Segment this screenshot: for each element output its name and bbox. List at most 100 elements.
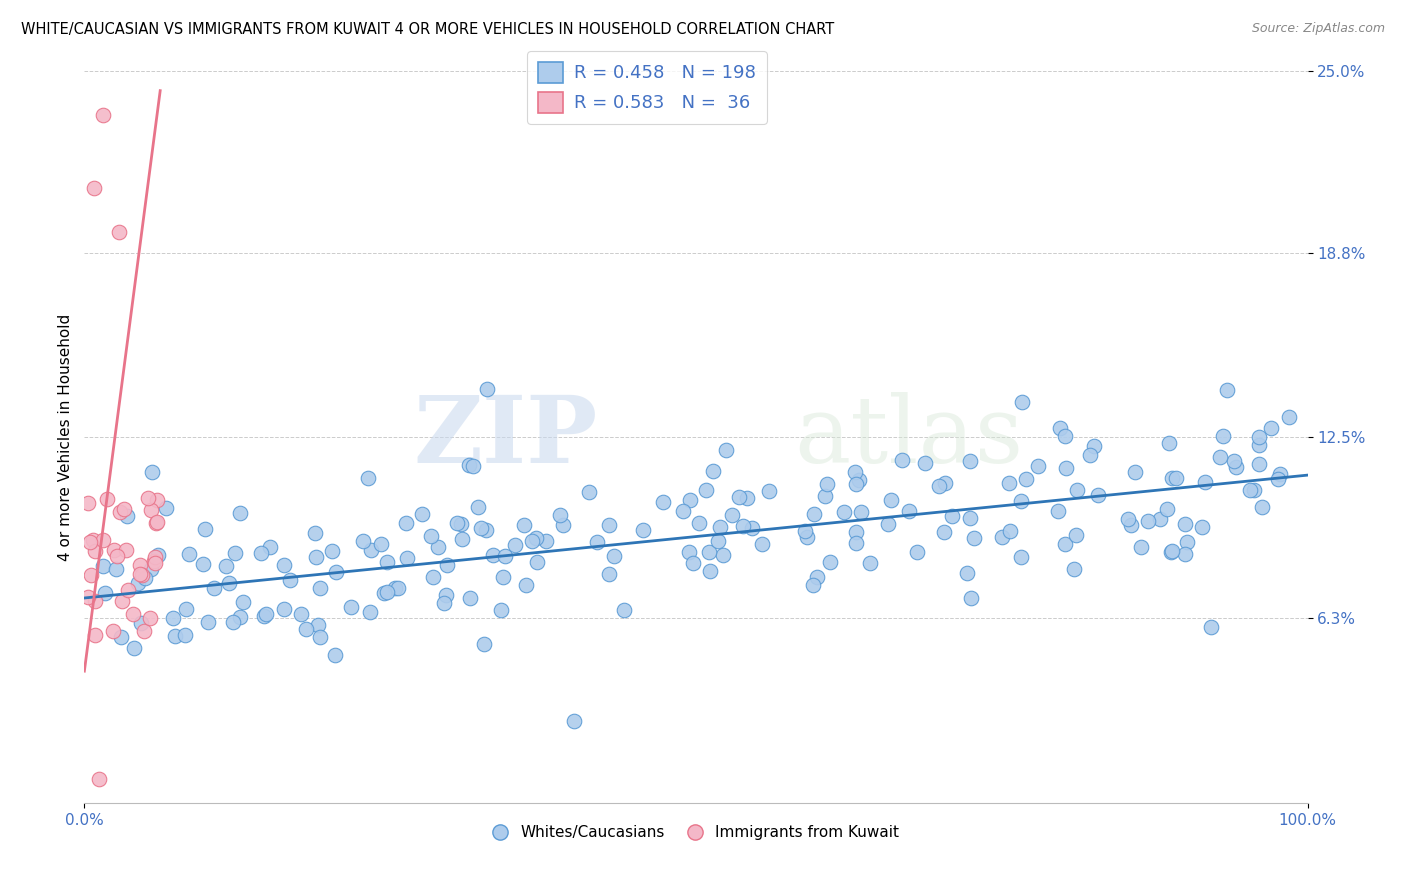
Point <box>1250 500 1272 514</box>
Point <box>1130 540 1153 554</box>
Point <box>891 452 914 467</box>
Point <box>103 542 125 557</box>
Point <box>112 501 135 516</box>
Point <box>818 555 841 569</box>
Point <box>194 522 217 536</box>
Y-axis label: 4 or more Vehicles in Household: 4 or more Vehicles in Household <box>58 313 73 561</box>
Point <box>290 607 312 621</box>
Point <box>1149 512 1171 526</box>
Point <box>131 568 153 582</box>
Point <box>1026 458 1049 473</box>
Point <box>1064 527 1087 541</box>
Point <box>117 583 139 598</box>
Point <box>134 571 156 585</box>
Point <box>105 562 128 576</box>
Point <box>699 564 721 578</box>
Point <box>83 181 105 195</box>
Text: Source: ZipAtlas.com: Source: ZipAtlas.com <box>1251 22 1385 36</box>
Point <box>224 546 246 560</box>
Point <box>229 610 252 624</box>
Point <box>613 603 636 617</box>
Point <box>941 508 963 523</box>
Point <box>720 508 742 522</box>
Point <box>357 470 380 484</box>
Point <box>141 465 163 479</box>
Point <box>229 506 252 520</box>
Point <box>253 608 276 623</box>
Point <box>197 615 219 629</box>
Point <box>107 225 129 239</box>
Point <box>127 576 149 591</box>
Point <box>250 546 273 560</box>
Point <box>1010 494 1032 508</box>
Point <box>1174 516 1197 531</box>
Point <box>803 508 825 522</box>
Point <box>340 600 363 615</box>
Point <box>162 611 184 625</box>
Point <box>1247 458 1270 472</box>
Point <box>633 523 655 537</box>
Point <box>905 544 928 558</box>
Point <box>806 569 828 583</box>
Point <box>82 533 104 547</box>
Point <box>325 565 347 579</box>
Point <box>522 533 544 548</box>
Point <box>221 615 243 630</box>
Point <box>524 531 547 545</box>
Point <box>880 493 903 508</box>
Point <box>1159 435 1181 450</box>
Point <box>1247 430 1270 444</box>
Point <box>80 568 103 582</box>
Point <box>751 537 773 551</box>
Point <box>76 496 98 510</box>
Point <box>115 543 138 558</box>
Point <box>450 533 472 547</box>
Point <box>1121 517 1143 532</box>
Text: WHITE/CAUCASIAN VS IMMIGRANTS FROM KUWAIT 4 OR MORE VEHICLES IN HOUSEHOLD CORREL: WHITE/CAUCASIAN VS IMMIGRANTS FROM KUWAI… <box>21 22 834 37</box>
Point <box>801 578 824 592</box>
Point <box>688 516 710 530</box>
Point <box>472 636 495 650</box>
Point <box>411 508 433 522</box>
Point <box>84 544 107 558</box>
Point <box>513 518 536 533</box>
Point <box>148 548 170 562</box>
Point <box>998 524 1021 538</box>
Point <box>1137 514 1160 528</box>
Point <box>932 525 955 540</box>
Point <box>1054 461 1077 475</box>
Point <box>963 532 986 546</box>
Point <box>309 630 332 644</box>
Point <box>897 504 920 518</box>
Point <box>91 559 114 574</box>
Point <box>562 714 585 728</box>
Text: ZIP: ZIP <box>413 392 598 482</box>
Point <box>294 622 316 636</box>
Point <box>1175 535 1198 549</box>
Point <box>1191 520 1213 534</box>
Point <box>859 556 882 570</box>
Point <box>121 607 143 622</box>
Point <box>278 573 301 587</box>
Point <box>1049 421 1071 435</box>
Point <box>728 490 751 504</box>
Point <box>115 509 138 524</box>
Point <box>1010 549 1032 564</box>
Point <box>741 521 763 535</box>
Point <box>323 648 346 662</box>
Point <box>458 458 481 473</box>
Point <box>395 516 418 530</box>
Point <box>848 473 870 487</box>
Point <box>434 588 457 602</box>
Point <box>997 475 1019 490</box>
Point <box>475 382 498 396</box>
Point <box>1083 439 1105 453</box>
Point <box>651 495 673 509</box>
Point <box>959 454 981 468</box>
Point <box>814 489 837 503</box>
Point <box>475 523 498 537</box>
Point <box>672 504 695 518</box>
Point <box>1212 429 1234 443</box>
Point <box>139 611 162 625</box>
Point <box>709 520 731 534</box>
